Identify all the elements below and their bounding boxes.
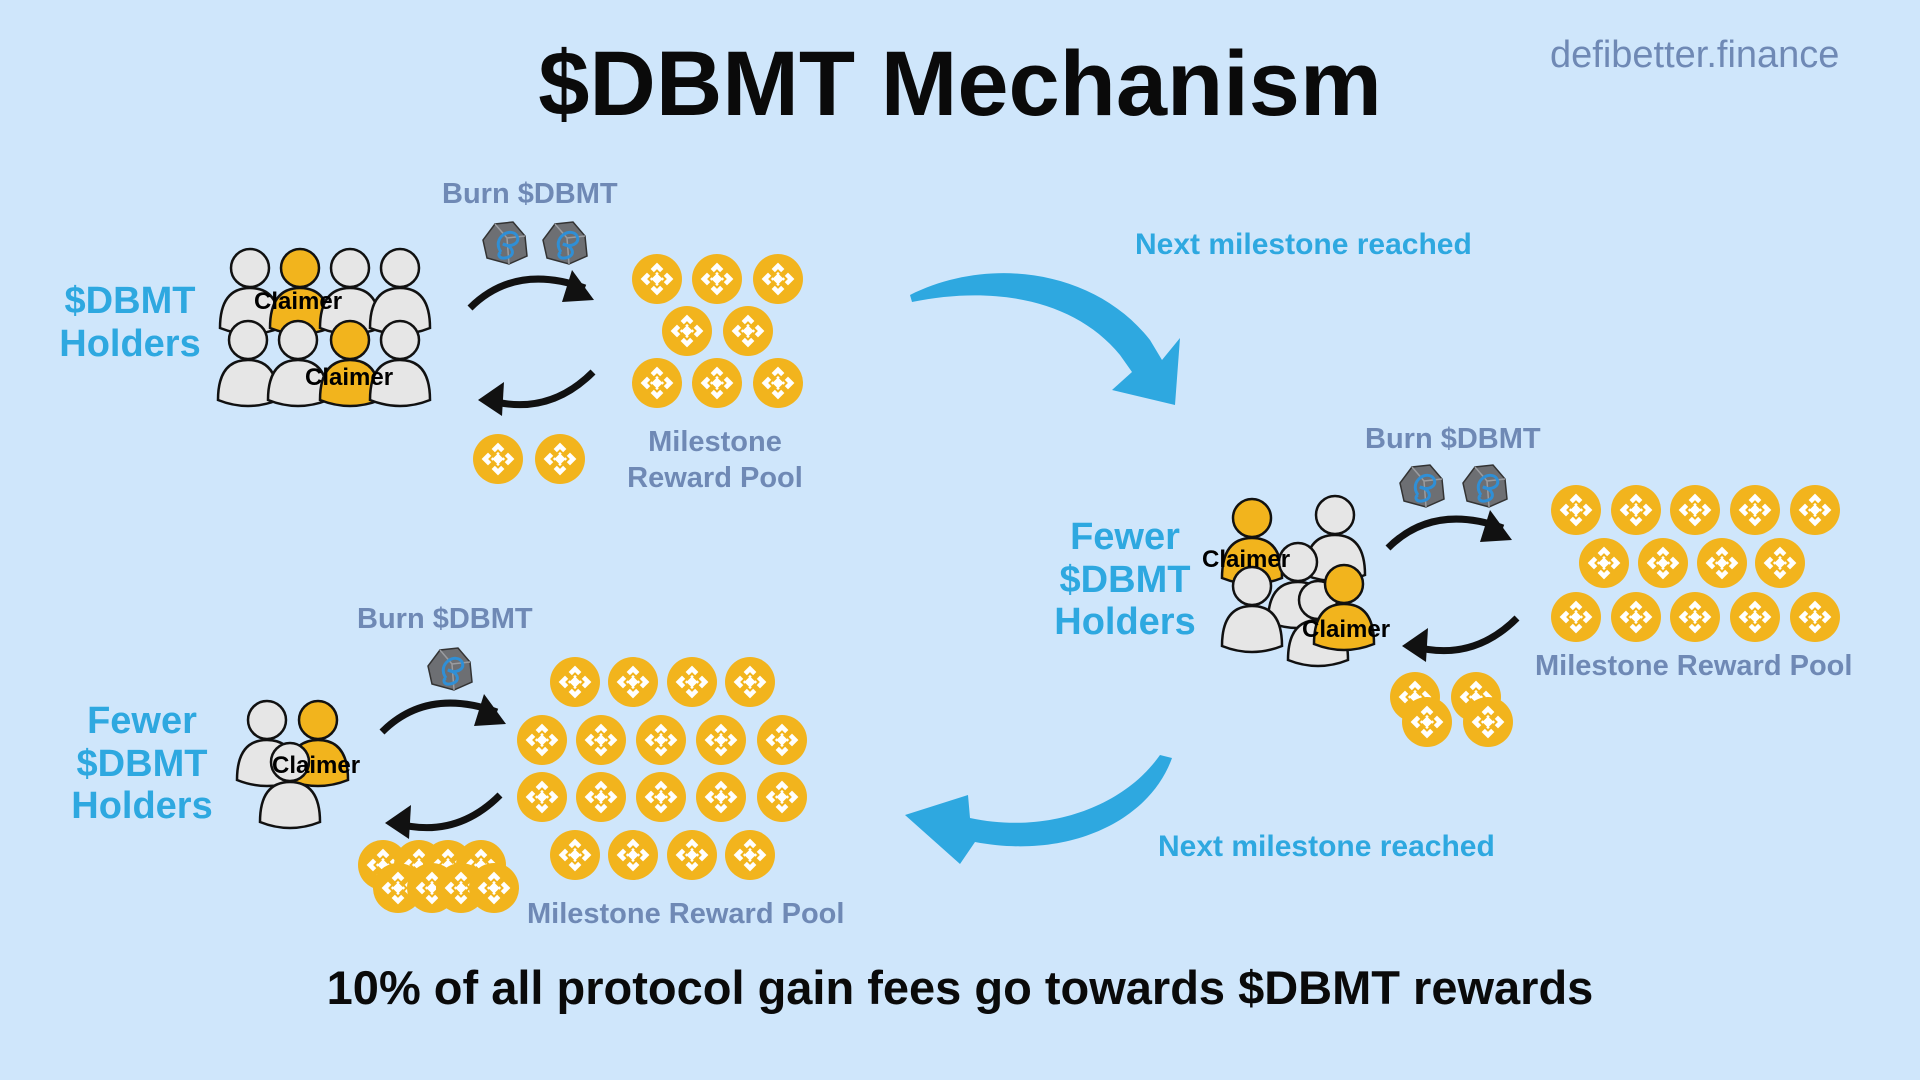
- bnb-coin-icon: [1550, 484, 1602, 536]
- burn-label-3: Burn $DBMT: [357, 603, 533, 635]
- bnb-coin-icon: [661, 305, 713, 357]
- claimer-label: Claimer: [1202, 546, 1291, 573]
- bnb-coin-icon: [695, 771, 747, 823]
- pool-label-3: Milestone Reward Pool: [527, 898, 845, 930]
- bnb-coin-icon: [1729, 591, 1781, 643]
- bnb-coin-icon: [724, 656, 776, 708]
- claimer-label: Claimer: [272, 752, 361, 779]
- bnb-coin-icon: [752, 357, 804, 409]
- bnb-coin-icon: [1578, 537, 1630, 589]
- burn-label-1: Burn $DBMT: [442, 178, 618, 210]
- bnb-coin-icon: [722, 305, 774, 357]
- bnb-coin-icon: [575, 771, 627, 823]
- claimer-label: Claimer: [305, 364, 394, 391]
- bnb-coin-icon: [607, 829, 659, 881]
- claimer-label: Claimer: [254, 288, 343, 315]
- bnb-coin-icon: [1729, 484, 1781, 536]
- claimer-label: Claimer: [1302, 616, 1391, 643]
- bnb-coin-icon: [534, 433, 586, 485]
- bnb-coin-icon: [1610, 484, 1662, 536]
- footer-note: 10% of all protocol gain fees go towards…: [326, 961, 1594, 1014]
- bnb-coin-icon: [1669, 591, 1721, 643]
- bnb-coin-icon: [666, 829, 718, 881]
- pool-label-2: Milestone Reward Pool: [1535, 650, 1853, 682]
- bnb-coin-icon: [1696, 537, 1748, 589]
- bnb-coin-icon: [472, 433, 524, 485]
- bnb-coin-icon: [666, 656, 718, 708]
- bnb-coin-icon: [691, 253, 743, 305]
- bnb-coin-icon: [631, 357, 683, 409]
- bnb-coin-icon: [549, 829, 601, 881]
- next-milestone-arrow-2: [905, 755, 1172, 864]
- bnb-coin-icon: [549, 656, 601, 708]
- bnb-coin-icon: [516, 771, 568, 823]
- site-link[interactable]: defibetter.finance: [1550, 34, 1840, 76]
- bnb-coin-icon: [695, 714, 747, 766]
- bnb-coin-icon: [691, 357, 743, 409]
- bnb-coin-icon: [1754, 537, 1806, 589]
- next-milestone-label-1: Next milestone reached: [1135, 228, 1472, 261]
- next-milestone-label-2: Next milestone reached: [1158, 830, 1495, 863]
- pool-label-1: Milestone Reward Pool: [627, 426, 803, 495]
- bnb-coin-icon: [1669, 484, 1721, 536]
- bnb-coin-icon: [468, 862, 520, 914]
- holders-label-2: Fewer $DBMT Holders: [1054, 516, 1196, 644]
- bnb-coin-icon: [1462, 696, 1514, 748]
- bnb-coin-icon: [1789, 591, 1841, 643]
- bnb-coin-icon: [1789, 484, 1841, 536]
- bnb-coin-icon: [724, 829, 776, 881]
- bnb-coin-icon: [516, 714, 568, 766]
- bnb-coin-icon: [1610, 591, 1662, 643]
- burn-label-2: Burn $DBMT: [1365, 423, 1541, 455]
- bnb-coin-icon: [575, 714, 627, 766]
- bnb-coin-icon: [607, 656, 659, 708]
- next-milestone-arrow-1: [910, 273, 1180, 405]
- bnb-coin-icon: [631, 253, 683, 305]
- bnb-coin-icon: [752, 253, 804, 305]
- bnb-coin-icon: [1637, 537, 1689, 589]
- bnb-coin-icon: [1550, 591, 1602, 643]
- bnb-coin-icon: [756, 714, 808, 766]
- claimed-rewards-3: [357, 839, 520, 914]
- holders-label-1: $DBMT Holders: [59, 280, 201, 365]
- bnb-coin-icon: [635, 714, 687, 766]
- bnb-coin-icon: [635, 771, 687, 823]
- holders-label-3: Fewer $DBMT Holders: [71, 700, 213, 828]
- bnb-coin-icon: [756, 771, 808, 823]
- page-title: $DBMT Mechanism: [538, 33, 1382, 135]
- bnb-coin-icon: [1401, 696, 1453, 748]
